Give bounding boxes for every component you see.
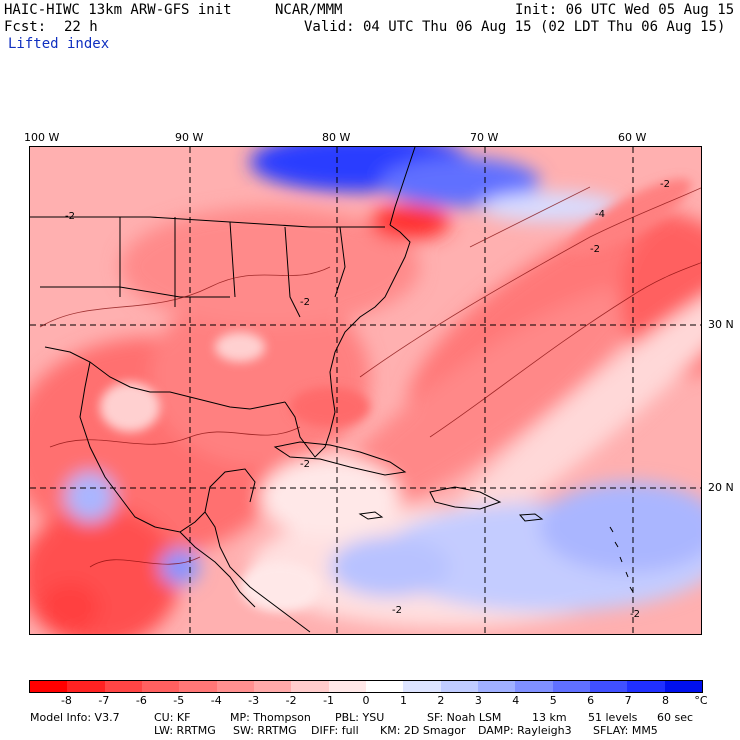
lat-label-30n: 30 N — [708, 318, 734, 331]
sf-scheme: SF: Noah LSM — [427, 711, 502, 724]
colorbar-segment — [104, 681, 142, 692]
km-scheme: KM: 2D Smagor — [380, 724, 466, 737]
map-canvas: -2 -2 -2 -4 -2 -2 -2 -2 — [30, 147, 701, 634]
colorbar-tick-label: 2 — [437, 694, 445, 707]
colorbar-segment — [589, 681, 628, 692]
colorbar-tick-label: 7 — [624, 694, 632, 707]
colorbar-segment — [141, 681, 180, 692]
colorbar-segment — [216, 681, 254, 692]
org-label: NCAR/MMM — [275, 2, 343, 18]
contour-labels: -2 -2 -2 -4 -2 -2 -2 -2 — [65, 179, 670, 620]
cu-scheme: CU: KF — [154, 711, 191, 724]
diff-scheme: DIFF: full — [311, 724, 359, 737]
colorbar-tick-label: -7 — [98, 694, 110, 707]
contour-label: -2 — [65, 211, 75, 222]
field-shading — [30, 147, 701, 634]
lifted-index-map: -2 -2 -2 -4 -2 -2 -2 -2 — [29, 146, 702, 635]
contour-label: -2 — [300, 297, 310, 308]
lon-label-60w: 60 W — [618, 131, 647, 144]
colorbar-tick-label: 3 — [474, 694, 482, 707]
colorbar-tick-label: -3 — [248, 694, 260, 707]
lon-label-90w: 90 W — [175, 131, 204, 144]
colorbar-segment — [664, 681, 702, 692]
lon-label-100w: 100 W — [24, 131, 60, 144]
coastlines — [30, 147, 634, 633]
model-title: HAIC-HIWC 13km ARW-GFS init — [4, 2, 232, 18]
contour-label: -2 — [590, 244, 600, 255]
init-time: Init: 06 UTC Wed 05 Aug 15 — [515, 2, 735, 18]
sw-scheme: SW: RRTMG — [233, 724, 297, 737]
colorbar-tick-label: -6 — [135, 694, 147, 707]
colorbar-tick-label: -1 — [323, 694, 335, 707]
colorbar-segment — [179, 681, 217, 692]
field-details — [100, 178, 692, 612]
valid-time: Valid: 04 UTC Thu 06 Aug 15 (02 LDT Thu … — [304, 19, 726, 35]
colorbar-tick-label: 5 — [549, 694, 557, 707]
pbl-scheme: PBL: YSU — [335, 711, 385, 724]
mp-scheme: MP: Thompson — [230, 711, 311, 724]
lon-label-80w: 80 W — [322, 131, 351, 144]
colorbar-tick-label: -5 — [173, 694, 185, 707]
colorbar-segment — [365, 681, 404, 692]
contour-label: -2 — [630, 609, 640, 620]
colorbar-segment — [67, 681, 105, 692]
colorbar-unit: °C — [694, 694, 708, 707]
contours — [39, 186, 701, 568]
colorbar-tick-label: -8 — [60, 694, 72, 707]
lon-label-70w: 70 W — [470, 131, 499, 144]
colorbar-segment — [440, 681, 478, 692]
contour-label: -4 — [595, 209, 605, 220]
contour-label: -2 — [660, 179, 670, 190]
vertical-levels: 51 levels — [588, 711, 638, 724]
latlon-grid — [30, 147, 701, 634]
lw-scheme: LW: RRTMG — [154, 724, 216, 737]
contour-label: -2 — [392, 605, 402, 616]
colorbar-segment — [627, 681, 665, 692]
colorbar-tick-label: 6 — [587, 694, 595, 707]
model-info: Model Info: V3.7 — [30, 711, 120, 724]
colorbar-tick-label: 1 — [399, 694, 407, 707]
colorbar-tick-label: -2 — [285, 694, 297, 707]
colorbar-tick-label: 8 — [662, 694, 670, 707]
colorbar-tick-label: -4 — [210, 694, 222, 707]
colorbar-tick-label: 4 — [512, 694, 520, 707]
colorbar-segment — [515, 681, 553, 692]
damp-scheme: DAMP: Rayleigh3 — [478, 724, 572, 737]
grid-spacing: 13 km — [532, 711, 567, 724]
forecast-label: Fcst: — [4, 19, 47, 35]
colorbar-segment — [328, 681, 366, 692]
contour-label: -2 — [300, 459, 310, 470]
colorbar-tick-label: 0 — [362, 694, 370, 707]
colorbar-segment — [477, 681, 516, 692]
lat-label-20n: 20 N — [708, 481, 734, 494]
colorbar-segment — [403, 681, 441, 692]
colorbar-segment — [552, 681, 590, 692]
forecast-hour: 22 h — [64, 19, 98, 35]
field-name: Lifted index — [8, 36, 110, 52]
colorbar-segment — [30, 681, 68, 692]
colorbar-segment — [291, 681, 329, 692]
colorbar — [29, 680, 703, 693]
timestep: 60 sec — [657, 711, 694, 724]
sflay-scheme: SFLAY: MM5 — [593, 724, 658, 737]
colorbar-segment — [253, 681, 292, 692]
